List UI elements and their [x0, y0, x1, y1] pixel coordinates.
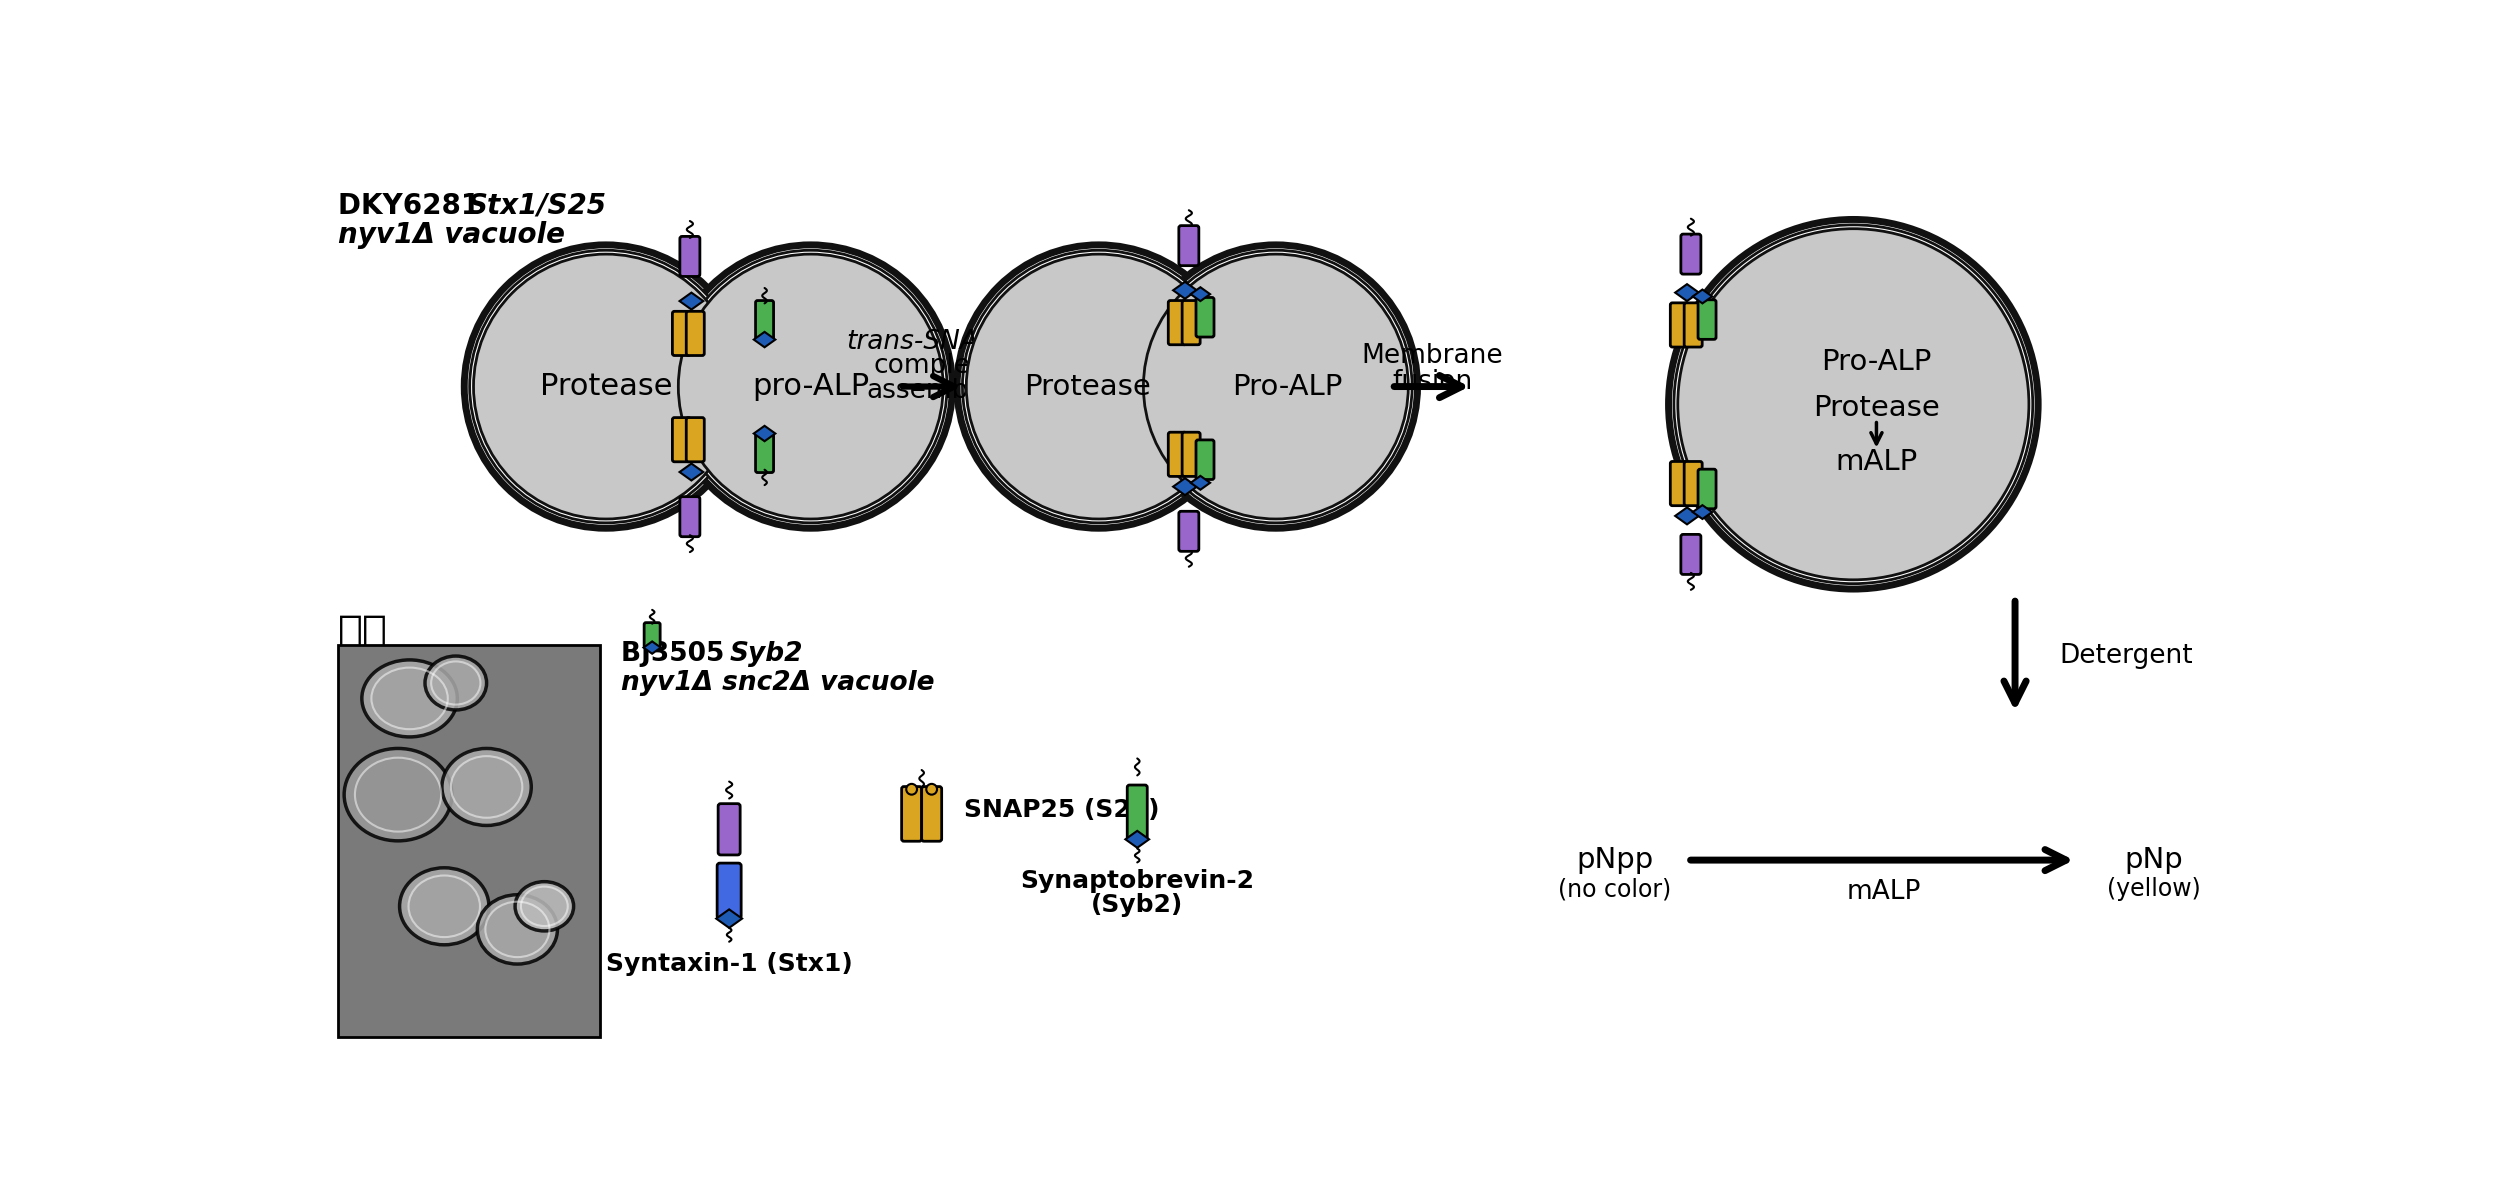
Text: Pro-ALP: Pro-ALP [1231, 372, 1342, 401]
Polygon shape [1692, 505, 1712, 518]
FancyBboxPatch shape [680, 236, 700, 276]
FancyBboxPatch shape [1178, 226, 1199, 265]
Text: pro-ALP: pro-ALP [753, 372, 869, 401]
Ellipse shape [345, 749, 451, 841]
FancyBboxPatch shape [1669, 302, 1690, 347]
Circle shape [906, 784, 917, 794]
FancyBboxPatch shape [1697, 300, 1717, 340]
Text: Stx1/S25: Stx1/S25 [468, 192, 607, 220]
Text: mALP: mALP [1848, 880, 1921, 905]
Text: trans-SNARE: trans-SNARE [846, 329, 1012, 355]
FancyBboxPatch shape [680, 497, 700, 536]
FancyBboxPatch shape [1181, 432, 1201, 476]
Text: pNpp: pNpp [1576, 846, 1654, 874]
Polygon shape [1191, 476, 1211, 490]
Text: Synaptobrevin-2: Synaptobrevin-2 [1020, 869, 1254, 893]
Polygon shape [753, 332, 776, 347]
FancyBboxPatch shape [718, 863, 740, 919]
Text: nyv1Δ vacuole: nyv1Δ vacuole [337, 221, 564, 248]
Polygon shape [680, 463, 703, 480]
FancyBboxPatch shape [1181, 300, 1201, 344]
Polygon shape [715, 910, 743, 928]
FancyBboxPatch shape [1178, 511, 1199, 551]
Ellipse shape [363, 660, 458, 737]
Circle shape [1141, 251, 1413, 523]
FancyBboxPatch shape [687, 418, 705, 462]
Polygon shape [1126, 830, 1148, 847]
Circle shape [1669, 220, 2037, 589]
Text: BJ3505: BJ3505 [622, 641, 733, 667]
FancyBboxPatch shape [1685, 462, 1702, 505]
Circle shape [1677, 229, 2030, 580]
FancyBboxPatch shape [1196, 298, 1214, 337]
Bar [337, 644, 599, 1037]
Text: Protease: Protease [1813, 394, 1939, 422]
FancyBboxPatch shape [672, 418, 690, 462]
Polygon shape [1173, 478, 1196, 496]
Polygon shape [1692, 289, 1712, 304]
Ellipse shape [400, 868, 488, 944]
FancyBboxPatch shape [1168, 432, 1186, 476]
Text: SNAP25 (S25): SNAP25 (S25) [964, 798, 1158, 822]
Text: 효모: 효모 [337, 612, 388, 654]
Ellipse shape [426, 656, 486, 710]
Text: (no color): (no color) [1559, 877, 1672, 901]
FancyBboxPatch shape [1682, 534, 1700, 575]
Text: Membrane: Membrane [1362, 343, 1503, 368]
Polygon shape [680, 293, 703, 310]
Circle shape [670, 245, 952, 528]
FancyBboxPatch shape [1682, 234, 1700, 274]
Polygon shape [1674, 508, 1700, 524]
FancyBboxPatch shape [645, 623, 660, 648]
Circle shape [675, 251, 947, 523]
Text: Protease: Protease [539, 372, 672, 401]
FancyBboxPatch shape [755, 300, 773, 340]
Text: mALP: mALP [1836, 448, 1919, 476]
FancyBboxPatch shape [1685, 302, 1702, 347]
FancyBboxPatch shape [1128, 785, 1148, 840]
FancyBboxPatch shape [901, 786, 922, 841]
FancyBboxPatch shape [755, 433, 773, 473]
Ellipse shape [516, 882, 574, 931]
Polygon shape [1191, 287, 1211, 301]
Text: DKY6281: DKY6281 [337, 192, 488, 220]
Circle shape [1674, 224, 2032, 583]
Circle shape [677, 254, 944, 518]
FancyBboxPatch shape [718, 804, 740, 854]
FancyBboxPatch shape [1168, 300, 1186, 344]
Text: (yellow): (yellow) [2108, 877, 2201, 901]
Polygon shape [753, 426, 776, 442]
FancyBboxPatch shape [1697, 469, 1717, 509]
Circle shape [463, 245, 748, 528]
Text: Protease: Protease [1025, 372, 1151, 401]
Circle shape [927, 784, 937, 794]
Text: fusion: fusion [1392, 368, 1473, 395]
FancyBboxPatch shape [922, 786, 942, 841]
Text: (Syb2): (Syb2) [1090, 893, 1183, 917]
Polygon shape [645, 642, 660, 654]
Circle shape [957, 245, 1241, 528]
Text: nyv1Δ snc2Δ vacuole: nyv1Δ snc2Δ vacuole [622, 670, 934, 696]
FancyBboxPatch shape [1196, 440, 1214, 480]
Circle shape [967, 254, 1231, 518]
FancyBboxPatch shape [1669, 462, 1690, 505]
Circle shape [962, 251, 1234, 523]
Text: Syb2: Syb2 [730, 641, 803, 667]
Ellipse shape [478, 895, 556, 964]
Polygon shape [1674, 284, 1700, 301]
FancyBboxPatch shape [672, 311, 690, 355]
FancyBboxPatch shape [687, 311, 705, 355]
Text: complex: complex [874, 354, 985, 379]
Text: Pro-ALP: Pro-ALP [1821, 348, 1931, 376]
Text: pNp: pNp [2125, 846, 2183, 874]
Text: assembly: assembly [866, 378, 992, 404]
Polygon shape [1173, 282, 1196, 299]
Circle shape [471, 251, 743, 523]
Text: Detergent: Detergent [2060, 643, 2193, 670]
Ellipse shape [443, 749, 531, 826]
Circle shape [1143, 254, 1408, 518]
Circle shape [1133, 245, 1418, 528]
Circle shape [473, 254, 738, 518]
Text: Syntaxin-1 (Stx1): Syntaxin-1 (Stx1) [607, 953, 854, 977]
